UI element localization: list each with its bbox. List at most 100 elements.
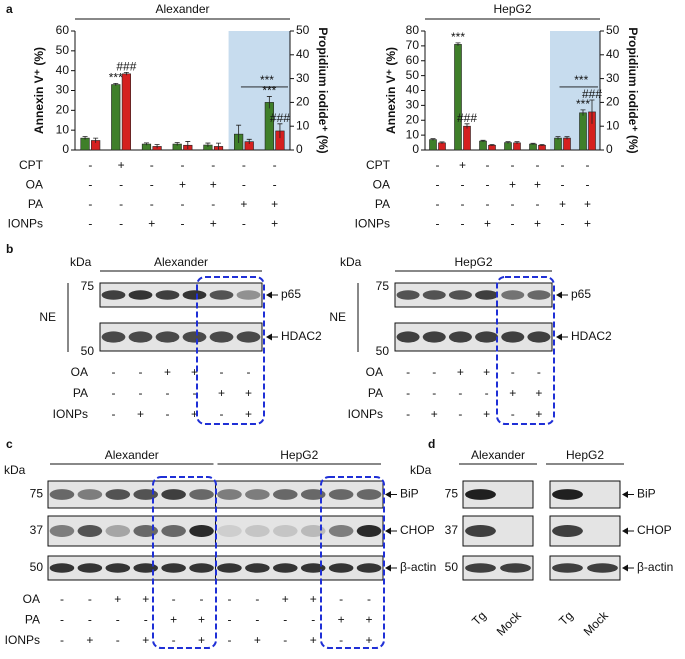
condition-sign: - <box>88 158 92 172</box>
condition-sign: + <box>210 178 217 192</box>
blot-band <box>77 563 103 573</box>
blot-membrane <box>394 282 553 308</box>
condition-sign: - <box>172 633 176 647</box>
blot-band <box>128 290 153 300</box>
significance-label: ### <box>270 111 290 125</box>
condition-sign: + <box>191 407 198 421</box>
condition-sign: - <box>211 197 215 211</box>
kda-label: kDa <box>4 463 26 477</box>
condition-sign: + <box>484 217 491 231</box>
bar <box>504 142 512 151</box>
condition-sign: - <box>200 592 204 606</box>
chart-title: HepG2 <box>493 2 531 16</box>
condition-sign: + <box>114 592 121 606</box>
y-tick-label: 30 <box>56 83 70 97</box>
error-bar <box>236 124 242 144</box>
blot-band <box>300 525 326 537</box>
kda-label: kDa <box>70 255 92 269</box>
condition-sign: + <box>559 197 566 211</box>
condition-sign: - <box>112 407 116 421</box>
condition-sign: + <box>245 386 252 400</box>
bar <box>538 144 546 151</box>
condition-sign: - <box>139 365 143 379</box>
arrow-head <box>622 527 628 535</box>
blot-band <box>101 331 126 343</box>
error-bar <box>530 142 536 145</box>
bar <box>429 139 437 151</box>
blot-band <box>527 290 551 300</box>
condition-sign: - <box>537 365 541 379</box>
blot-band <box>77 489 103 500</box>
blot-band <box>133 563 158 573</box>
condition-sign: - <box>88 613 92 627</box>
blot-band <box>189 489 214 500</box>
error-bar <box>505 141 511 144</box>
blot-band <box>465 489 496 500</box>
blot-band <box>328 489 354 500</box>
condition-sign: - <box>283 633 287 647</box>
blot-band <box>49 563 75 573</box>
blot-membrane <box>215 515 384 547</box>
y2-tick-label: 40 <box>296 47 310 61</box>
marker-label: 37 <box>445 523 459 537</box>
condition-sign: - <box>561 158 565 172</box>
blot-band <box>182 331 207 343</box>
condition-sign: - <box>166 407 170 421</box>
condition-sign: + <box>271 197 278 211</box>
condition-sign: - <box>166 386 170 400</box>
error-bar <box>93 137 99 143</box>
condition-sign: - <box>586 158 590 172</box>
error-bar <box>480 139 486 142</box>
condition-label: IONPs <box>348 407 383 421</box>
blot-band <box>587 563 618 573</box>
condition-sign: + <box>137 407 144 421</box>
y2-tick-label: 10 <box>296 118 310 132</box>
arrow-head <box>385 491 391 498</box>
error-bar <box>123 72 129 76</box>
condition-sign: - <box>511 158 515 172</box>
condition-sign: + <box>170 613 177 627</box>
error-bar <box>539 144 545 146</box>
blot-band <box>300 489 326 500</box>
condition-sign: - <box>150 158 154 172</box>
error-bar <box>455 42 461 46</box>
condition-sign: - <box>485 386 489 400</box>
bar <box>463 125 471 151</box>
group-title: HepG2 <box>566 448 604 462</box>
blot-band <box>273 525 298 537</box>
blot-band <box>209 290 234 300</box>
error-bar <box>439 141 445 144</box>
blot-band <box>475 290 499 300</box>
arrow-head <box>622 491 628 498</box>
blot-band <box>182 290 207 300</box>
condition-sign: + <box>509 178 516 192</box>
marker-label: 75 <box>445 487 459 501</box>
bar <box>488 144 496 151</box>
error-bar <box>82 136 88 140</box>
marker-label: 37 <box>30 523 44 537</box>
condition-sign: - <box>436 178 440 192</box>
condition-sign: + <box>534 178 541 192</box>
condition-sign: - <box>311 613 315 627</box>
arrow-head <box>385 564 391 572</box>
y-tick-label: 80 <box>406 23 420 37</box>
condition-sign: - <box>227 633 231 647</box>
condition-sign: - <box>586 178 590 192</box>
condition-sign: + <box>118 158 125 172</box>
y2-tick-label: 40 <box>606 47 620 61</box>
arrow-head <box>266 291 272 299</box>
condition-sign: + <box>164 365 171 379</box>
blot-band <box>161 489 186 500</box>
y2-tick-label: 20 <box>296 95 310 109</box>
y-tick-label: 40 <box>56 63 70 77</box>
condition-sign: + <box>584 217 591 231</box>
condition-label: OA <box>23 592 40 606</box>
y2-tick-label: 0 <box>606 142 613 156</box>
blot-band <box>328 563 354 573</box>
blot-band <box>245 525 270 537</box>
y-tick-label: 20 <box>406 112 420 126</box>
condition-sign: + <box>198 633 205 647</box>
condition-label: OA <box>366 365 383 379</box>
condition-sign: - <box>119 197 123 211</box>
condition-sign: - <box>220 407 224 421</box>
